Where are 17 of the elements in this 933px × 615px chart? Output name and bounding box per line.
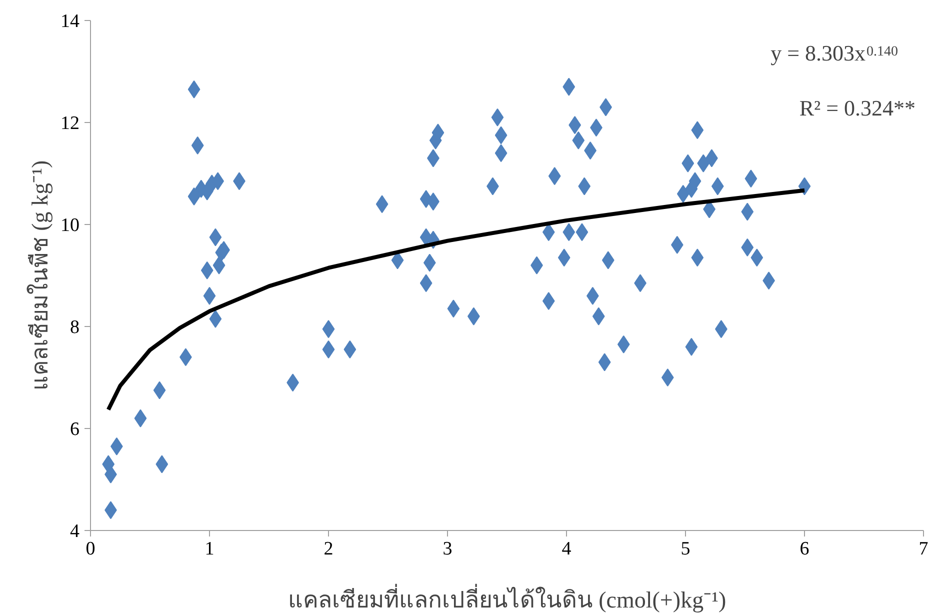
x-tick-label: 7	[918, 538, 928, 560]
x-tick-label: 1	[204, 538, 214, 560]
y-tick-label: 14	[60, 11, 80, 32]
x-axis-title: แคลเซียมที่แลกเปลี่ยนได้ในดิน (cmol(+)kg⁻¹)	[288, 584, 726, 612]
y-tick-label: 12	[60, 113, 80, 134]
y-tick-label: 4	[70, 521, 80, 542]
annotation: R² = 0.324**	[799, 96, 916, 120]
y-tick-label: 10	[60, 215, 80, 236]
y-axis-title: แคลเซียมในพืช (g kg⁻¹)	[26, 160, 52, 391]
x-tick-label: 2	[324, 538, 334, 560]
x-tick-label: 5	[680, 538, 690, 560]
x-tick-label: 3	[442, 538, 452, 560]
y-tick-label: 8	[70, 317, 80, 338]
x-tick-label: 6	[800, 538, 810, 560]
y-tick-label: 6	[70, 419, 80, 440]
x-tick-label: 0	[86, 538, 96, 560]
x-tick-label: 4	[562, 538, 572, 560]
